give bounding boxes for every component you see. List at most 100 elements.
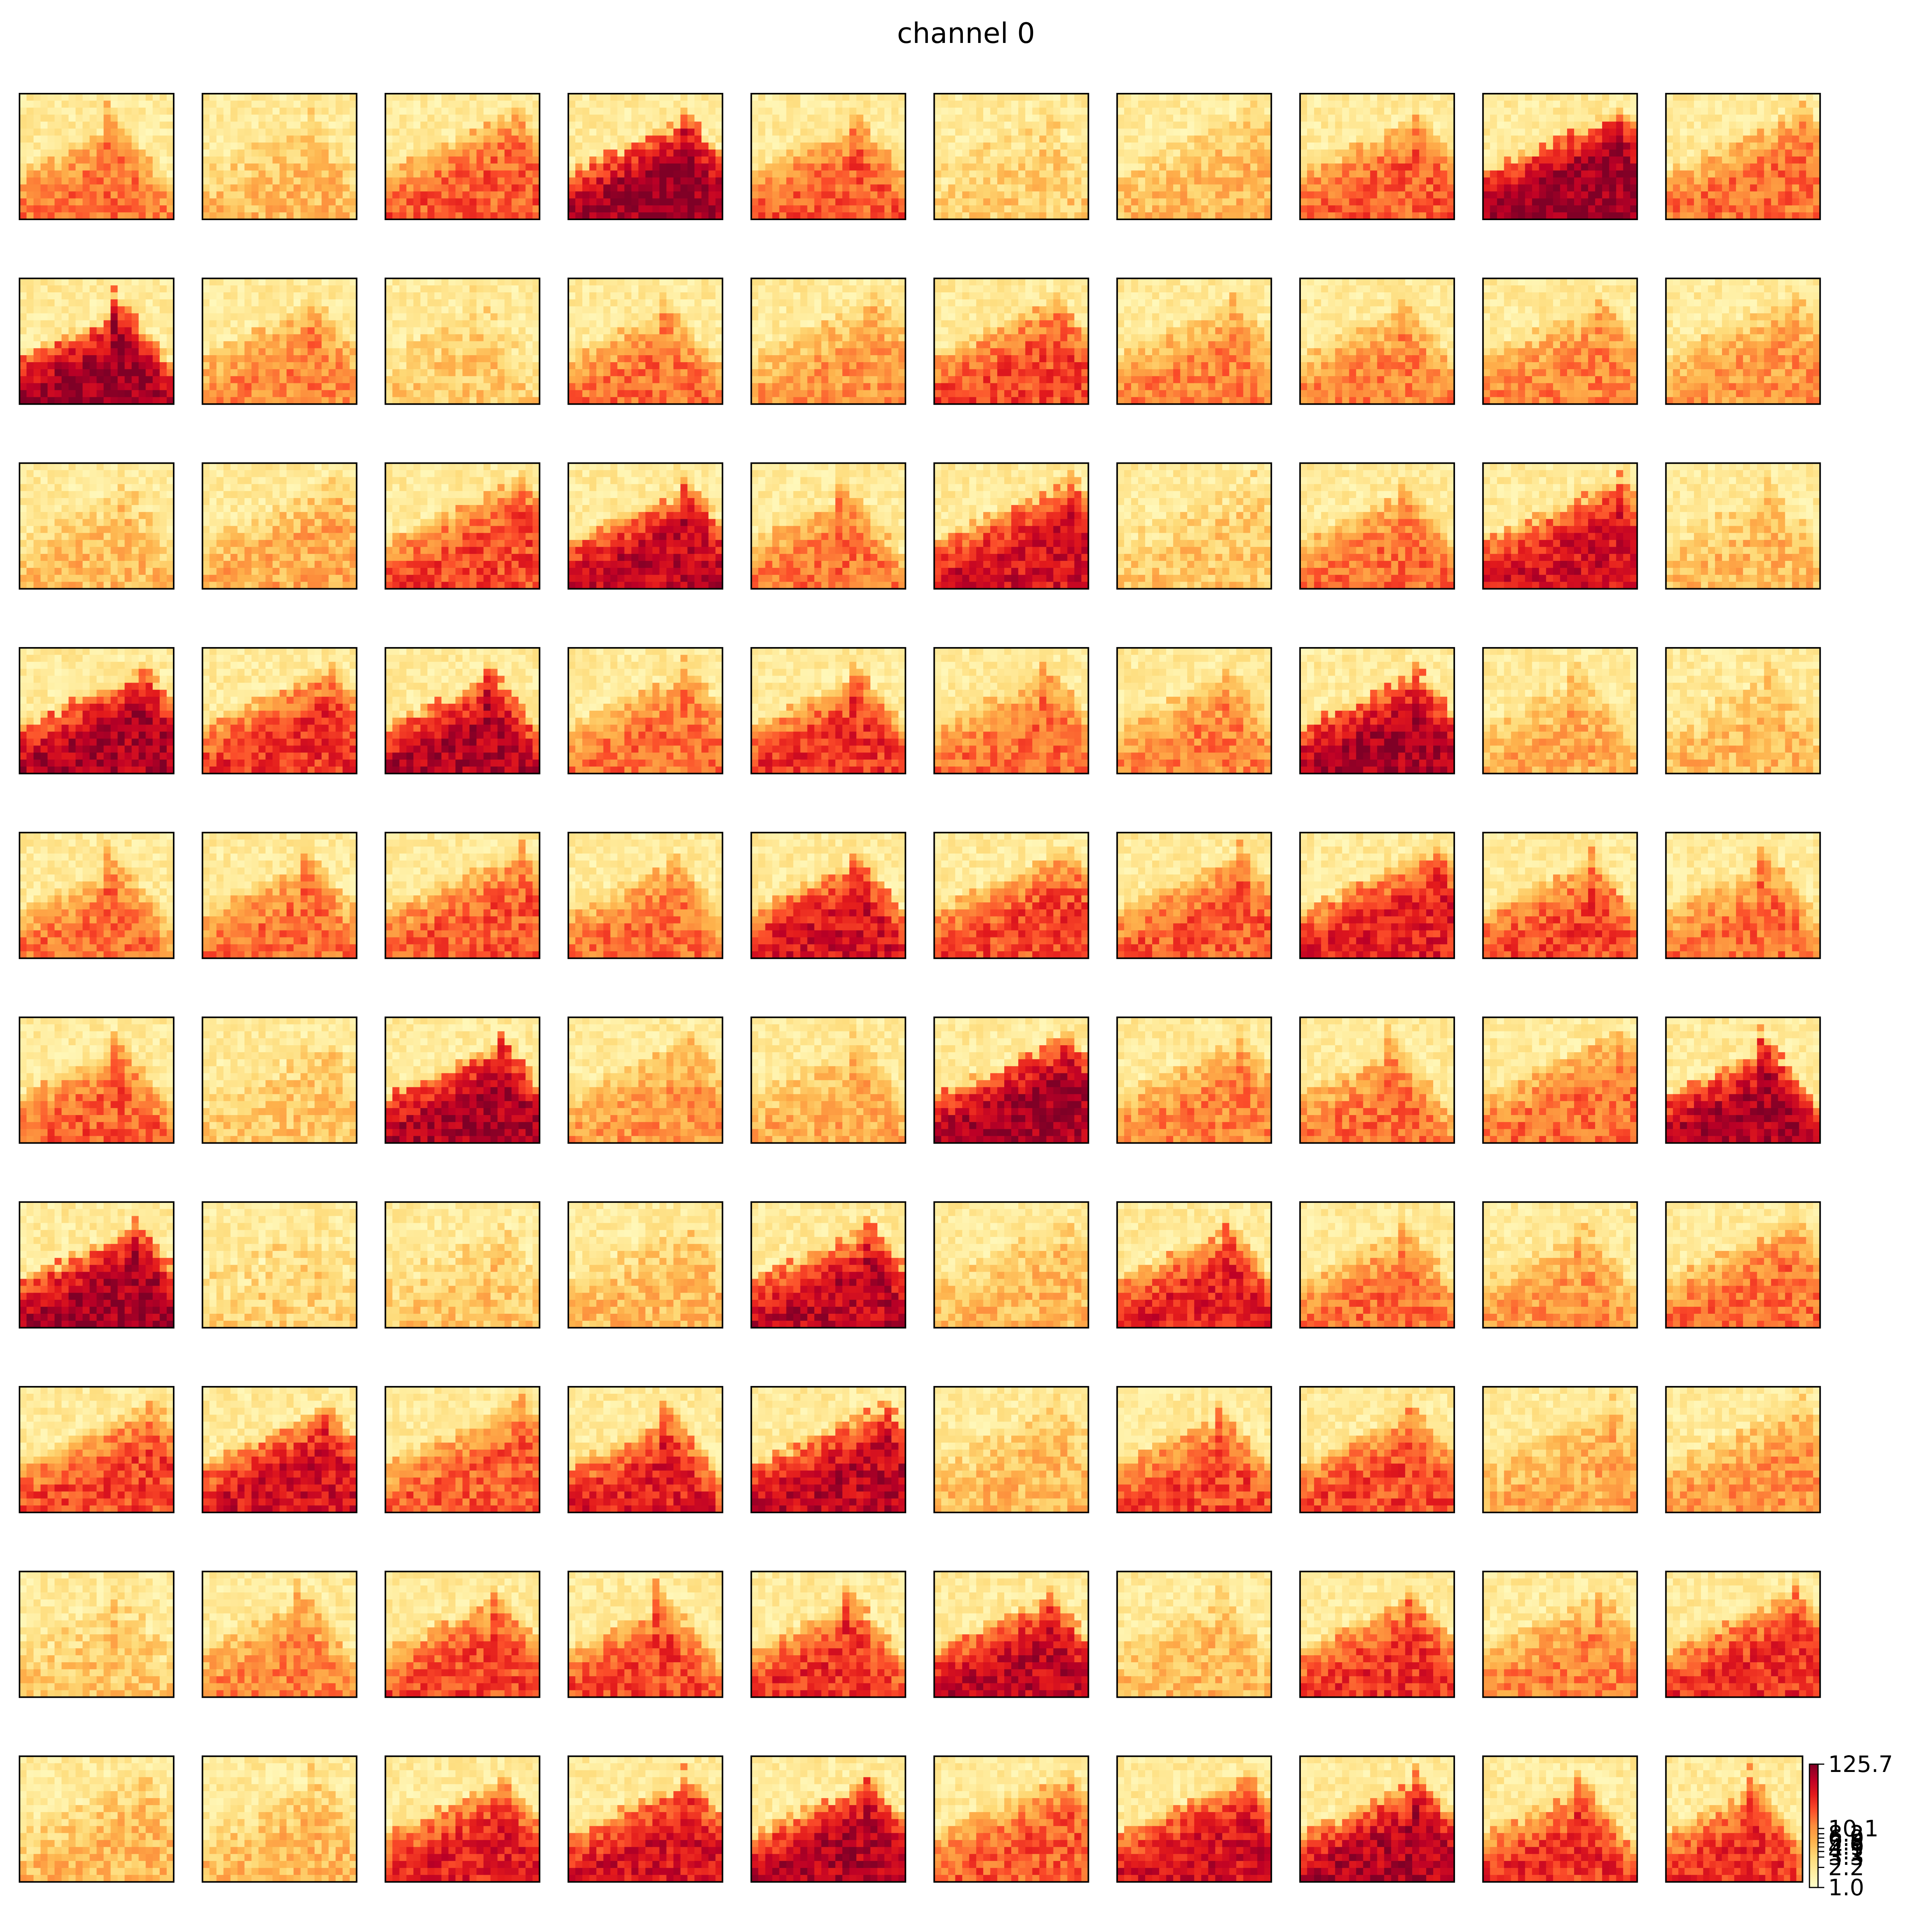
heatmap-panel: [933, 1755, 1089, 1883]
heatmap-panel: [1299, 1016, 1455, 1144]
panel-frame: [750, 1571, 906, 1698]
heatmap-panel: [1299, 1571, 1455, 1698]
panel-frame: [1299, 462, 1455, 590]
heatmap-panel: [1116, 278, 1272, 405]
heatmap-panel: [1665, 93, 1821, 220]
colorbar-tick-label: 10.1: [1828, 1815, 1879, 1842]
colorbar-tick-label: 3.3: [1828, 1844, 1864, 1870]
heatmap-panel: [1482, 1016, 1638, 1144]
heatmap-panel: [933, 1386, 1089, 1514]
panel-frame: [1299, 647, 1455, 774]
panel-frame: [201, 647, 358, 774]
panel-frame: [568, 832, 724, 959]
panel-frame: [1482, 1016, 1638, 1144]
panel-frame: [750, 832, 906, 959]
panel-frame: [384, 1016, 541, 1144]
panel-frame: [933, 462, 1089, 590]
heatmap-panel: [933, 1571, 1089, 1698]
heatmap-panel: [1665, 1201, 1821, 1329]
panel-frame: [1482, 278, 1638, 405]
heatmap-panel: [750, 278, 906, 405]
heatmap-panel: [384, 278, 541, 405]
heatmap-panel: [1665, 647, 1821, 774]
heatmap-panel: [1299, 93, 1455, 220]
heatmap-panel: [933, 647, 1089, 774]
panel-frame: [750, 1386, 906, 1514]
panel-frame: [384, 1571, 541, 1698]
panel-frame: [1116, 832, 1272, 959]
heatmap-panel: [1299, 462, 1455, 590]
heatmap-panel: [384, 1201, 541, 1329]
heatmap-panel: [1482, 462, 1638, 590]
heatmap-panel: [750, 462, 906, 590]
heatmap-panel: [750, 647, 906, 774]
heatmap-panel: [19, 1571, 174, 1698]
panel-frame: [568, 93, 724, 220]
panel-frame: [19, 1755, 174, 1883]
heatmap-panel: [1116, 1201, 1272, 1329]
heatmap-panel: [19, 93, 174, 220]
panel-frame: [1299, 1016, 1455, 1144]
panel-frame: [1116, 93, 1272, 220]
panel-frame: [19, 1201, 174, 1329]
heatmap-panel: [568, 462, 724, 590]
panel-frame: [1116, 462, 1272, 590]
heatmap-panel: [384, 1386, 541, 1514]
heatmap-panel: [933, 278, 1089, 405]
heatmap-panel: [1299, 278, 1455, 405]
heatmap-panel: [933, 832, 1089, 959]
heatmap-panel: [1482, 1386, 1638, 1514]
panel-frame: [384, 1386, 541, 1514]
panel-frame: [750, 278, 906, 405]
panel-frame: [933, 278, 1089, 405]
chart-title: channel 0: [897, 17, 1035, 50]
colorbar-tick-label: 2.2: [1828, 1854, 1864, 1881]
heatmap-panel: [384, 647, 541, 774]
heatmap-panel: [384, 1755, 541, 1883]
panel-frame: [384, 1755, 541, 1883]
panel-frame: [19, 832, 174, 959]
heatmap-panel: [201, 647, 358, 774]
heatmap-panel: [1665, 832, 1821, 959]
panel-frame: [1665, 1201, 1821, 1329]
heatmap-panel: [1482, 1571, 1638, 1698]
panel-frame: [1299, 832, 1455, 959]
panel-frame: [1299, 1571, 1455, 1698]
panel-frame: [1665, 1755, 1804, 1883]
panel-frame: [933, 93, 1089, 220]
heatmap-panel: [1482, 278, 1638, 405]
heatmap-panel: [933, 1016, 1089, 1144]
heatmap-panel: [1665, 1571, 1821, 1698]
panel-frame: [933, 1571, 1089, 1698]
panel-frame: [933, 1016, 1089, 1144]
heatmap-panel: [750, 832, 906, 959]
heatmap-panel: [19, 832, 174, 959]
panel-frame: [19, 1016, 174, 1144]
colorbar-tick-label: 6.9: [1828, 1825, 1864, 1852]
colorbar-tick-label: 4.1: [1828, 1838, 1864, 1865]
panel-frame: [750, 462, 906, 590]
panel-frame: [1665, 462, 1821, 590]
panel-frame: [1665, 93, 1821, 220]
heatmap-panel: [1482, 832, 1638, 959]
panel-frame: [1482, 1201, 1638, 1329]
heatmap-panel: [384, 93, 541, 220]
heatmap-panel: [1116, 462, 1272, 590]
heatmap-panel: [568, 1755, 724, 1883]
heatmap-panel: [19, 1016, 174, 1144]
panel-frame: [19, 93, 174, 220]
colorbar-tick-label: 125.7: [1828, 1751, 1893, 1777]
heatmap-panel: [201, 278, 358, 405]
colorbar-tick-label: 1.0: [1828, 1874, 1864, 1901]
heatmap-panel: [750, 1201, 906, 1329]
heatmap-panel: [384, 832, 541, 959]
panel-frame: [19, 1386, 174, 1514]
panel-frame: [384, 832, 541, 959]
heatmap-panel: [19, 647, 174, 774]
heatmap-panel: [568, 93, 724, 220]
panel-frame: [1116, 278, 1272, 405]
panel-frame: [1665, 832, 1821, 959]
heatmap-panel: [201, 1755, 358, 1883]
panel-frame: [933, 1386, 1089, 1514]
panel-frame: [1482, 93, 1638, 220]
